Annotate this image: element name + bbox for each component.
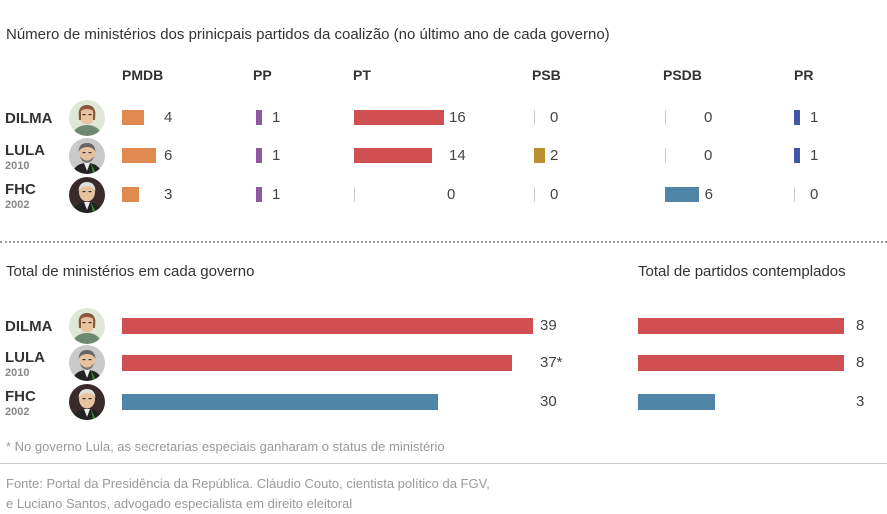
coalition-lula-portrait [69,138,105,174]
coalition-dilma-portrait [69,100,105,136]
value-pt: 14 [449,147,466,164]
value-psb: 0 [550,186,559,203]
total-president-year: 2002 [5,406,30,418]
bar-pmdb [122,148,156,163]
value-total-ministries: 39 [540,317,557,334]
value-psdb: 6 [704,186,713,203]
chart-title-party-count: Total de partidos contemplados [638,263,846,280]
zero-baseline-psb [534,110,535,125]
source-note: Fonte: Portal da Presidência da Repúblic… [6,474,490,514]
zero-baseline-pt [354,187,355,202]
value-total-ministries: 37* [540,354,563,371]
bar-total-ministries [122,318,533,334]
value-psb: 2 [550,147,559,164]
value-party-count: 8 [856,317,865,334]
bar-total-ministries [122,394,439,410]
party-header-psdb: PSDB [663,67,702,83]
bar-party-count [638,355,844,371]
party-header-pr: PR [794,67,814,83]
coalition-president-name: LULA [5,142,45,159]
value-pt: 16 [449,109,466,126]
value-psb: 0 [550,109,559,126]
bar-pr [794,110,800,125]
zero-baseline-psb [534,187,535,202]
bar-pmdb [122,187,139,202]
total-president-name: LULA [5,349,45,366]
zero-baseline-psdb [665,110,666,125]
value-pr: 1 [810,147,819,164]
party-header-psb: PSB [532,67,561,83]
source-line-2: e Luciano Santos, advogado especialista … [6,496,353,511]
bar-pmdb [122,110,145,125]
chart-title-parties: Número de ministérios dos prinicpais par… [6,26,610,43]
value-pp: 1 [272,109,281,126]
value-psdb: 0 [704,109,713,126]
footnote: * No governo Lula, as secretarias especi… [6,439,445,454]
party-header-pt: PT [353,67,371,83]
bar-party-count [638,394,716,410]
bar-total-ministries [122,355,512,371]
bar-pt [354,110,444,125]
coalition-president-name: DILMA [5,110,53,127]
source-line-1: Fonte: Portal da Presidência da Repúblic… [6,476,490,491]
zero-baseline-pr [794,187,795,202]
total-president-year: 2010 [5,367,30,379]
coalition-president-year: 2002 [5,199,30,211]
footer-divider [0,463,887,464]
bar-pt [354,148,433,163]
zero-baseline-psdb [665,148,666,163]
coalition-fhc-portrait [69,177,105,213]
value-pmdb: 4 [164,109,173,126]
party-header-pmdb: PMDB [122,67,164,83]
total-dilma-portrait [69,308,105,344]
total-lula-portrait [69,345,105,381]
bar-pp [256,110,262,125]
coalition-president-year: 2010 [5,160,30,172]
value-pmdb: 6 [164,147,173,164]
value-party-count: 3 [856,393,865,410]
value-pt: 0 [447,186,456,203]
value-pp: 1 [272,147,281,164]
bar-psb [534,148,546,163]
bar-pp [256,148,262,163]
value-party-count: 8 [856,354,865,371]
value-pr: 1 [810,109,819,126]
bar-pr [794,148,800,163]
total-president-name: DILMA [5,318,53,335]
chart-title-total: Total de ministérios em cada governo [6,263,255,280]
value-psdb: 0 [704,147,713,164]
party-header-pp: PP [253,67,272,83]
value-total-ministries: 30 [540,393,557,410]
total-president-name: FHC [5,388,36,405]
total-fhc-portrait [69,384,105,420]
coalition-president-name: FHC [5,181,36,198]
bar-psdb [665,187,699,202]
value-pmdb: 3 [164,186,173,203]
value-pp: 1 [272,186,281,203]
bar-party-count [638,318,844,334]
value-pr: 0 [810,186,819,203]
section-divider [0,241,887,243]
bar-pp [256,187,262,202]
